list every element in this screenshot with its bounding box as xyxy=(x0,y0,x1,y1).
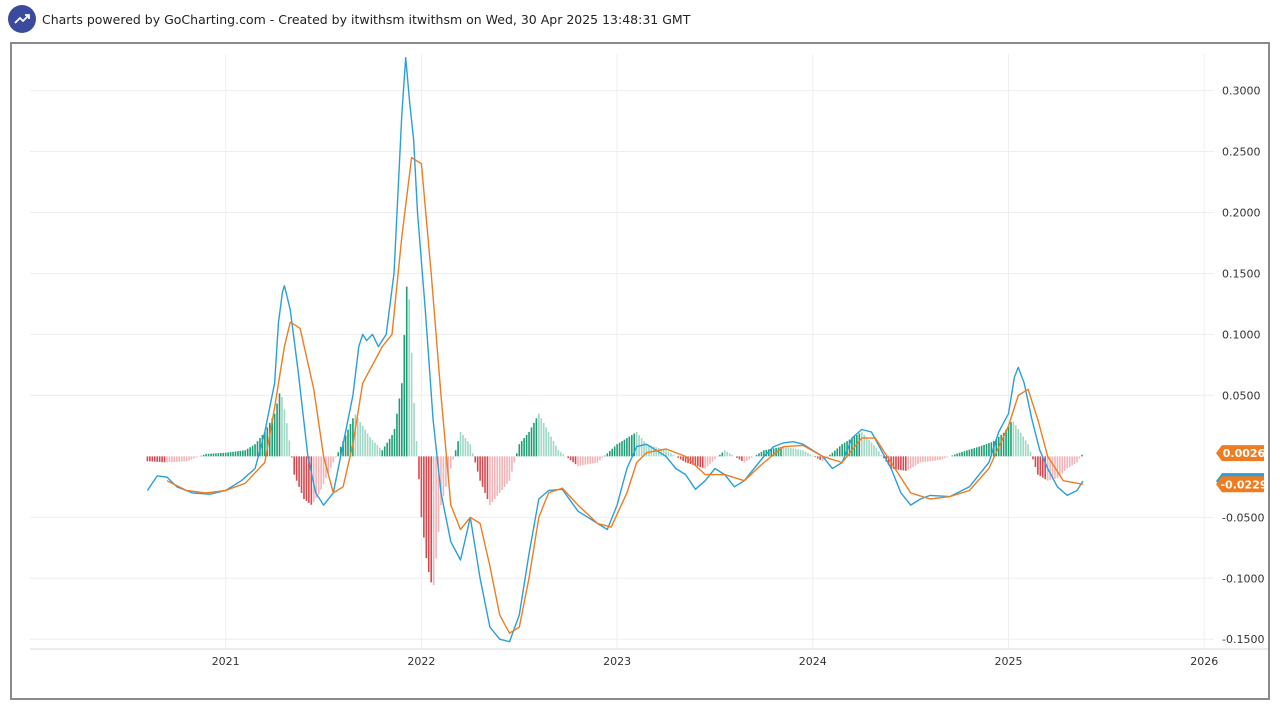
value-tag-label: 0.0026 xyxy=(1223,447,1266,460)
chart-frame[interactable]: 0.3000 0.2500 0.2000 0.1500 0.1000 0.0500 -0.0… xyxy=(10,42,1274,700)
value-tag xyxy=(1216,476,1264,493)
trending-up-icon-glyph xyxy=(14,14,30,24)
y-tick-label: 0.2500 xyxy=(1222,146,1261,159)
y-tick-label: -0.1500 xyxy=(1222,633,1264,646)
y-tick-label: 0.1000 xyxy=(1222,328,1261,341)
signal-line xyxy=(166,156,1084,634)
trending-up-icon[interactable] xyxy=(8,5,36,33)
x-tick-label: 2025 xyxy=(995,655,1023,668)
x-tick-label: 2024 xyxy=(799,655,827,668)
x-tick-label: 2022 xyxy=(407,655,435,668)
y-tick-label: 0.0500 xyxy=(1222,389,1261,402)
y-tick-label: 0.3000 xyxy=(1222,85,1261,98)
x-tick-label: 2026 xyxy=(1190,655,1218,668)
value-tag-label: -0.0229 xyxy=(1220,478,1267,491)
value-tag xyxy=(1216,445,1264,462)
y-tick-label: -0.0500 xyxy=(1222,511,1264,524)
macd-line xyxy=(146,57,1084,643)
header-caption: Charts powered by GoCharting.com - Creat… xyxy=(42,11,691,27)
y-tick-label: 0.1500 xyxy=(1222,267,1261,280)
macd-chart[interactable]: 0.3000 0.2500 0.2000 0.1500 0.1000 0.0500 -0.0… xyxy=(12,44,1274,698)
x-tick-label: 2021 xyxy=(212,655,240,668)
y-tick-label: -0.1000 xyxy=(1222,572,1264,585)
chart-header: Charts powered by GoCharting.com - Creat… xyxy=(8,4,690,34)
y-tick-label: 0.2000 xyxy=(1222,207,1261,220)
x-tick-label: 2023 xyxy=(603,655,631,668)
